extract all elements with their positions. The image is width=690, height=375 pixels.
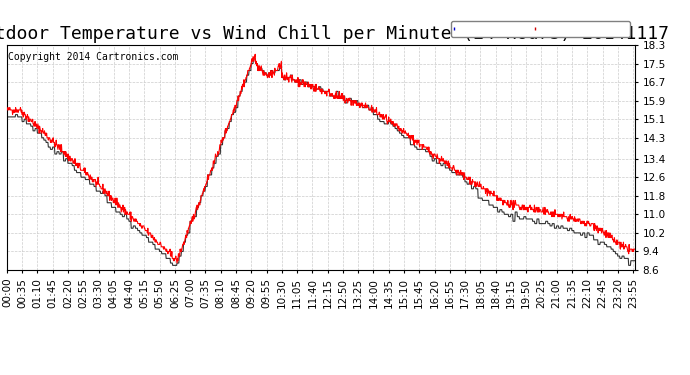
- Title: Outdoor Temperature vs Wind Chill per Minute (24 Hours) 20141117: Outdoor Temperature vs Wind Chill per Mi…: [0, 26, 669, 44]
- Legend: Wind Chill (°F), Temperature (°F): Wind Chill (°F), Temperature (°F): [451, 21, 629, 37]
- Text: Copyright 2014 Cartronics.com: Copyright 2014 Cartronics.com: [8, 52, 179, 62]
